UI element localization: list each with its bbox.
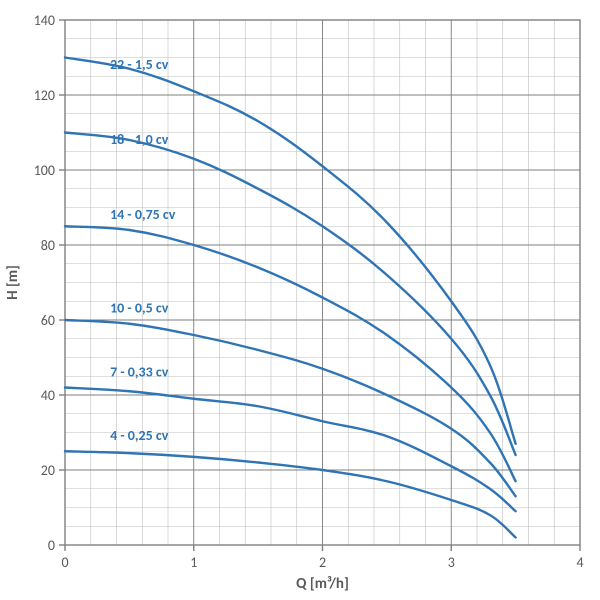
curve-label-2: 18 - 1,0 cv bbox=[110, 131, 169, 148]
y-axis-label: H [m] bbox=[4, 265, 22, 300]
y-tick-label: 0 bbox=[48, 537, 55, 554]
curve-label-6: 4 - 0,25 cv bbox=[110, 427, 169, 444]
curve-label-4: 10 - 0,5 cv bbox=[110, 300, 169, 317]
pump-curve-chart: 22 - 1,5 cv 18 - 1,0 cv 14 - 0,75 cv 10 - 0… bbox=[0, 0, 600, 600]
chart-background bbox=[0, 0, 600, 600]
curve-label-1: 22 - 1,5 cv bbox=[110, 56, 169, 73]
curve-label-3: 14 - 0,75 cv bbox=[110, 206, 176, 223]
y-tick-label: 100 bbox=[34, 162, 55, 179]
y-tick-label: 140 bbox=[34, 12, 55, 29]
y-tick-label: 60 bbox=[41, 312, 55, 329]
x-tick-label: 1 bbox=[190, 554, 197, 571]
x-tick-label: 0 bbox=[61, 554, 68, 571]
x-tick-label: 3 bbox=[448, 554, 455, 571]
x-tick-label: 4 bbox=[576, 554, 583, 571]
curve-label-5: 7 - 0,33 cv bbox=[110, 363, 169, 380]
y-tick-label: 40 bbox=[41, 387, 55, 404]
x-tick-label: 2 bbox=[319, 554, 326, 571]
x-axis-label: Q [m³/h] bbox=[296, 575, 349, 593]
y-tick-label: 120 bbox=[34, 87, 55, 104]
y-tick-label: 80 bbox=[41, 237, 55, 254]
chart-svg: 22 - 1,5 cv 18 - 1,0 cv 14 - 0,75 cv 10 - 0… bbox=[0, 0, 600, 600]
y-tick-label: 20 bbox=[41, 462, 55, 479]
